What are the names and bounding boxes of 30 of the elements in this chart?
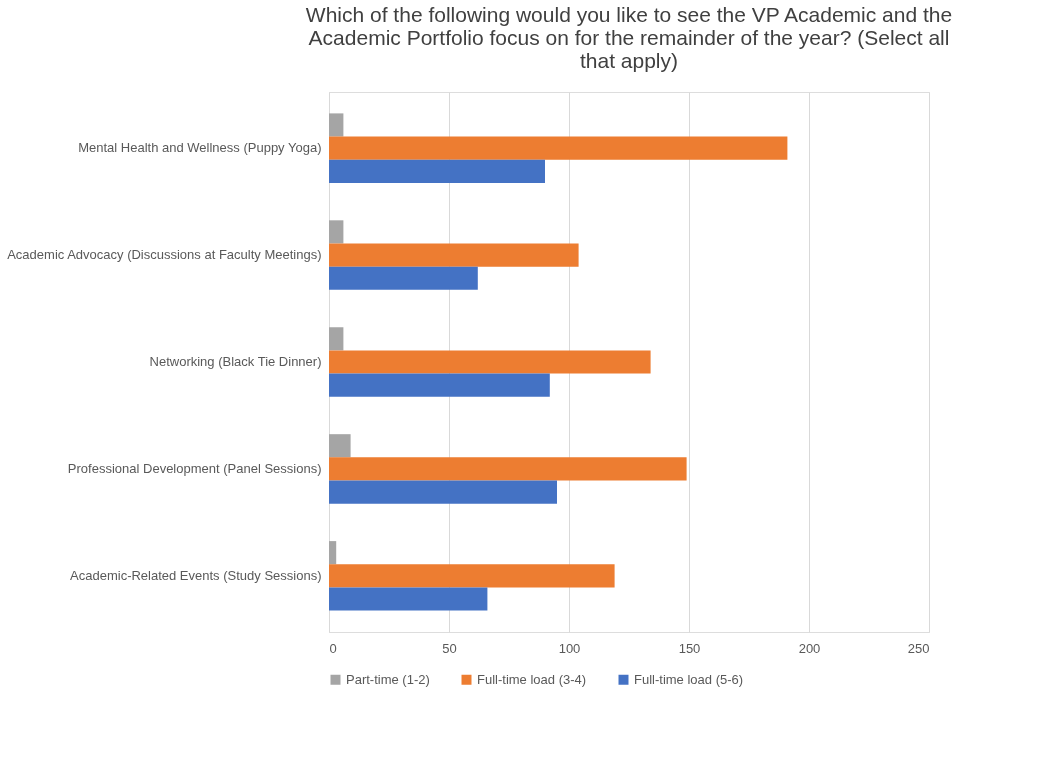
bar	[329, 327, 344, 351]
legend-label: Full-time load (3-4)	[477, 671, 587, 687]
bar	[329, 266, 478, 290]
bar	[329, 373, 550, 397]
legend-label: Part-time (1-2)	[346, 671, 430, 687]
y-tick-label: Networking (Black Tie Dinner)	[149, 354, 322, 369]
bar	[329, 243, 579, 267]
bar	[329, 136, 788, 160]
legend-label: Full-time load (5-6)	[634, 671, 744, 687]
chart-title: Which of the following would you like to see the VP Academic and the Academic Portfolio focus on for the remainder of the year? (Select all that apply)	[305, 3, 953, 72]
bar	[329, 564, 615, 588]
bar	[329, 220, 344, 244]
x-tick-label: 250	[907, 640, 930, 656]
bar	[329, 159, 545, 183]
x-tick-label: 50	[442, 640, 457, 656]
x-tick-label: 0	[329, 640, 337, 656]
bar	[329, 587, 488, 611]
y-tick-label: Academic Advocacy (Discussions at Faculty Meetings)	[7, 247, 322, 263]
bar	[329, 457, 687, 481]
bar	[329, 480, 557, 504]
x-tick-label: 200	[798, 640, 821, 656]
y-tick-label: Academic-Related Events (Study Sessions)	[70, 567, 322, 583]
y-tick-label: Professional Development (Panel Sessions)	[67, 460, 322, 476]
bar	[329, 541, 337, 565]
bar	[329, 350, 651, 374]
bar	[329, 113, 344, 137]
x-tick-label: 100	[558, 640, 581, 656]
x-tick-label: 150	[678, 640, 701, 656]
y-tick-label: Mental Health and Wellness (Puppy Yoga)	[78, 140, 322, 156]
bar	[329, 434, 351, 458]
